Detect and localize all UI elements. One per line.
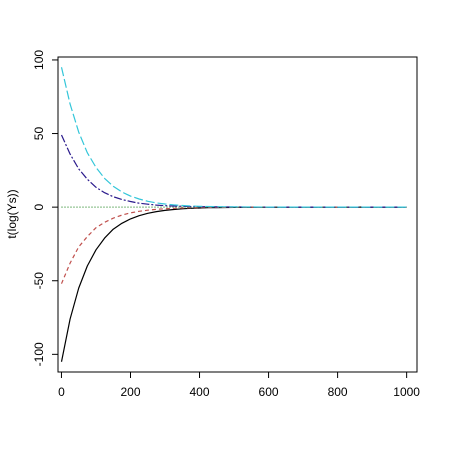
x-tick-label: 400 — [190, 385, 210, 399]
x-tick-label: 0 — [58, 385, 65, 399]
x-tick-label: 1000 — [393, 385, 420, 399]
y-tick-label: 0 — [32, 203, 46, 210]
x-tick-label: 800 — [328, 385, 348, 399]
x-axis: 0 200 400 600 800 1000 — [58, 371, 420, 399]
plot-frame — [57, 56, 418, 373]
y-tick-label: 100 — [32, 50, 46, 70]
series-layer — [60, 67, 407, 362]
y-tick-label: 50 — [32, 127, 46, 141]
y-axis: -100 -50 0 50 100 — [32, 50, 59, 366]
y-tick-label: -100 — [32, 342, 46, 366]
x-tick-label: 200 — [120, 385, 140, 399]
x-tick-label: 600 — [259, 385, 279, 399]
y-axis-title: t(log(Ys)) — [5, 189, 19, 238]
series-line-4 — [60, 134, 407, 208]
series-line-1 — [60, 206, 407, 362]
series-line-5 — [60, 67, 407, 208]
series-line-2 — [60, 206, 407, 284]
y-tick-label: -50 — [32, 272, 46, 290]
